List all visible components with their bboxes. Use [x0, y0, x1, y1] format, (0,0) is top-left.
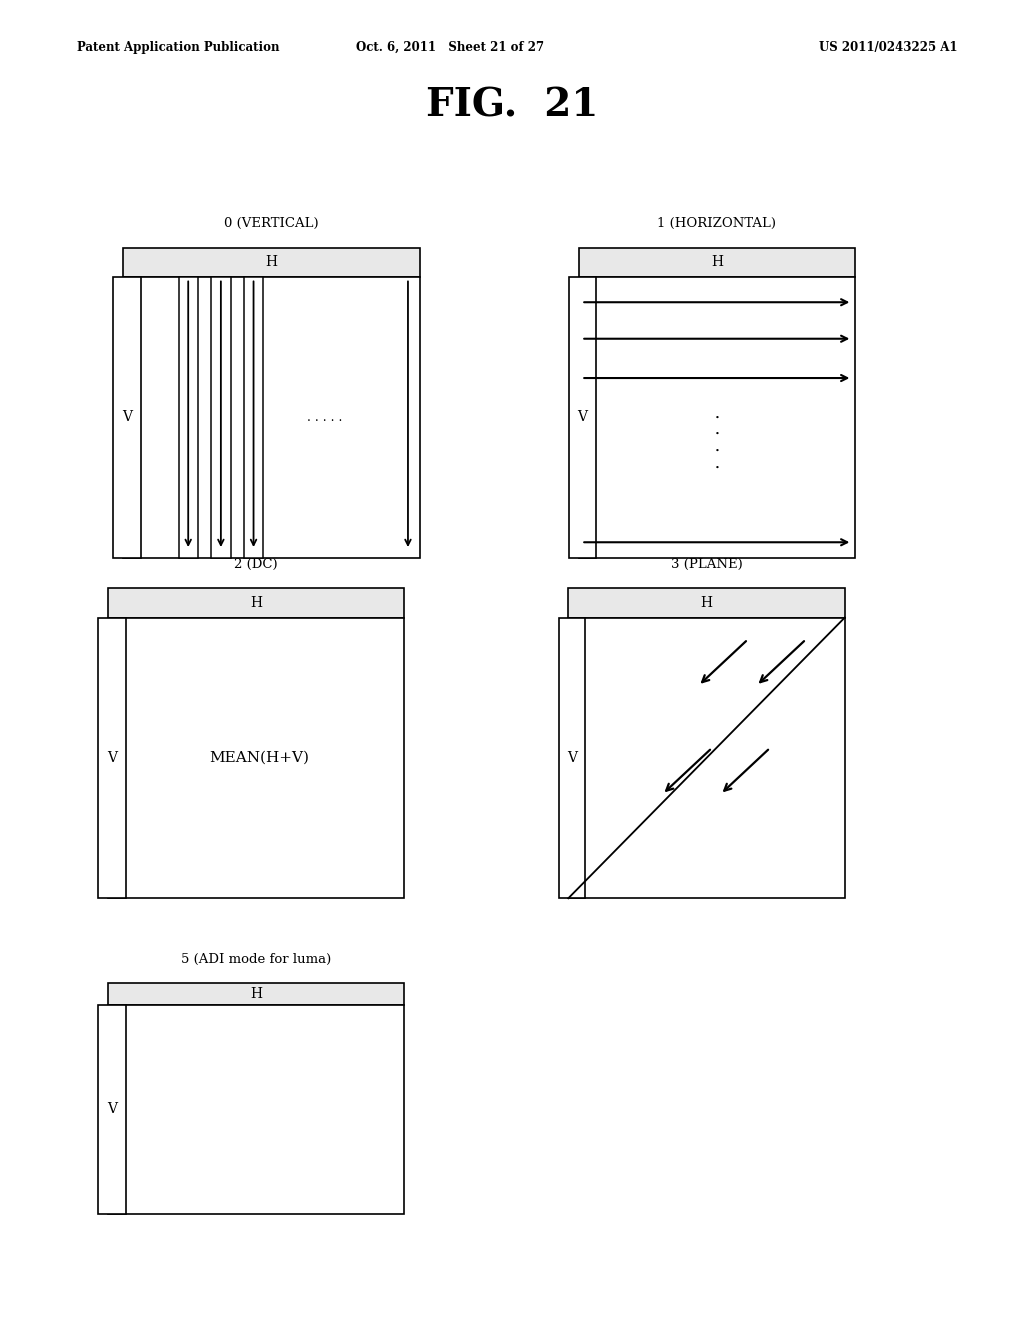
Bar [108, 618, 404, 898]
Text: •: • [715, 447, 719, 455]
Text: •: • [715, 463, 719, 471]
Bar [108, 982, 404, 1005]
Bar [123, 277, 420, 558]
Text: 0 (VERTICAL): 0 (VERTICAL) [224, 218, 318, 230]
Text: 3 (PLANE): 3 (PLANE) [671, 558, 742, 570]
Text: H: H [250, 595, 262, 610]
Text: . . . . .: . . . . . [307, 411, 342, 424]
Text: •: • [715, 430, 719, 438]
Bar [568, 589, 845, 618]
Bar [178, 277, 198, 558]
Bar [108, 1005, 404, 1214]
Text: H: H [711, 255, 723, 269]
Bar [113, 277, 141, 558]
Text: MEAN(H+V): MEAN(H+V) [209, 751, 309, 764]
Text: H: H [700, 595, 713, 610]
Text: H: H [250, 987, 262, 1001]
Bar [579, 248, 855, 277]
Bar [211, 277, 230, 558]
Text: V: V [122, 411, 132, 424]
Text: FIG.  21: FIG. 21 [426, 87, 598, 124]
Text: V: V [578, 411, 588, 424]
Text: Patent Application Publication: Patent Application Publication [77, 41, 280, 54]
Bar [579, 277, 855, 558]
Text: 1 (HORIZONTAL): 1 (HORIZONTAL) [657, 218, 776, 230]
Bar [123, 248, 420, 277]
Text: H: H [265, 255, 278, 269]
Text: Oct. 6, 2011   Sheet 21 of 27: Oct. 6, 2011 Sheet 21 of 27 [356, 41, 545, 54]
Text: V: V [106, 751, 117, 764]
Bar [568, 618, 845, 898]
Text: V: V [567, 751, 578, 764]
Bar [559, 618, 586, 898]
Text: V: V [106, 1102, 117, 1117]
Bar [569, 277, 596, 558]
Text: •: • [715, 413, 719, 421]
Bar [97, 1005, 126, 1214]
Text: 5 (ADI mode for luma): 5 (ADI mode for luma) [181, 953, 331, 966]
Text: 2 (DC): 2 (DC) [234, 558, 278, 570]
Bar [244, 277, 263, 558]
Text: US 2011/0243225 A1: US 2011/0243225 A1 [819, 41, 957, 54]
Bar [97, 618, 126, 898]
Bar [108, 589, 404, 618]
